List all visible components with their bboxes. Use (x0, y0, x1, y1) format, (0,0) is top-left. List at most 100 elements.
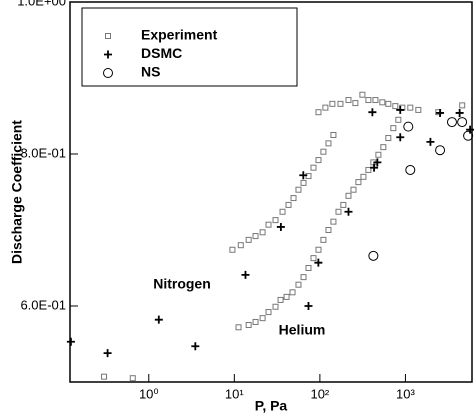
data-point (315, 246, 322, 253)
data-point (285, 201, 292, 208)
data-point (300, 274, 307, 281)
legend-box (81, 7, 298, 87)
data-point (314, 258, 323, 267)
legend-label: DSMC (141, 45, 182, 61)
legend-label: Experiment (141, 27, 218, 43)
data-point (365, 97, 372, 104)
data-point (310, 255, 317, 262)
legend-marker (104, 50, 112, 59)
data-point (279, 208, 286, 215)
data-point (390, 125, 397, 132)
data-point (375, 151, 382, 158)
data-point (259, 229, 266, 236)
data-point (403, 121, 414, 132)
data-point (459, 102, 466, 109)
data-point (289, 289, 296, 296)
data-point (329, 100, 336, 107)
data-point (385, 100, 392, 107)
data-point (283, 293, 290, 300)
legend-marker (105, 33, 111, 39)
data-point (272, 217, 279, 224)
annotation: Nitrogen (153, 276, 211, 292)
data-point (435, 145, 446, 156)
data-point (237, 242, 244, 249)
data-point (344, 207, 353, 216)
data-point (103, 349, 112, 358)
data-point (322, 104, 329, 111)
data-point (245, 236, 252, 243)
data-point (446, 117, 457, 128)
data-point (241, 270, 250, 279)
data-point (235, 324, 242, 331)
data-point (368, 108, 377, 117)
data-point (265, 221, 272, 228)
data-point (320, 236, 327, 243)
data-point (315, 157, 322, 164)
data-point (66, 337, 75, 346)
data-point (368, 250, 379, 261)
x-tick-label: 10⁰ (139, 386, 159, 401)
data-point (315, 109, 322, 116)
data-point (295, 186, 302, 193)
data-point (395, 116, 402, 123)
data-point (229, 246, 236, 253)
data-point (396, 133, 405, 142)
data-point (359, 91, 366, 98)
data-point (396, 105, 405, 114)
data-point (436, 108, 445, 117)
data-point (265, 309, 272, 316)
x-tick-label: 10² (310, 386, 329, 401)
data-point (259, 315, 266, 322)
x-tick-label: 10¹ (225, 386, 244, 401)
data-point (252, 318, 259, 325)
annotation: Helium (279, 322, 326, 338)
legend-label: NS (141, 64, 160, 80)
data-point (245, 322, 252, 328)
data-point (304, 302, 313, 310)
data-point (310, 164, 317, 171)
data-point (320, 148, 327, 155)
data-point (455, 108, 464, 117)
data-point (350, 186, 357, 193)
data-point (276, 222, 285, 231)
data-point (392, 103, 399, 110)
data-point (380, 144, 387, 151)
data-point (295, 281, 302, 288)
data-point (191, 342, 200, 351)
data-point (345, 192, 352, 199)
data-point (337, 100, 344, 107)
data-point (365, 166, 372, 173)
data-point (352, 100, 359, 107)
data-point (415, 106, 422, 113)
data-point (154, 315, 163, 324)
data-point (457, 117, 468, 128)
data-point (345, 97, 352, 104)
data-point (466, 125, 474, 134)
data-point (463, 130, 474, 141)
data-point (101, 373, 108, 380)
y-axis-label: Discharge Coefficient (9, 120, 25, 264)
data-point (305, 265, 312, 271)
y-tick-label: 8.0E-01 (20, 145, 66, 160)
y-tick-label: 6.0E-01 (20, 297, 66, 312)
data-point (379, 99, 386, 106)
data-point (372, 97, 379, 104)
plot-frame (69, 1, 473, 383)
data-point (426, 137, 435, 146)
data-point (330, 218, 337, 225)
x-tick-label: 10³ (396, 386, 415, 401)
data-point (325, 227, 332, 233)
data-point (272, 303, 279, 310)
data-point (370, 163, 379, 172)
data-point (300, 179, 307, 186)
legend-marker (103, 68, 113, 78)
data-point (360, 173, 367, 180)
data-point (373, 158, 382, 167)
data-point (252, 233, 259, 240)
data-point (325, 140, 332, 147)
data-point (330, 132, 337, 138)
data-point (405, 164, 416, 175)
data-point (385, 135, 392, 142)
x-axis-label: P, Pa (255, 398, 288, 414)
